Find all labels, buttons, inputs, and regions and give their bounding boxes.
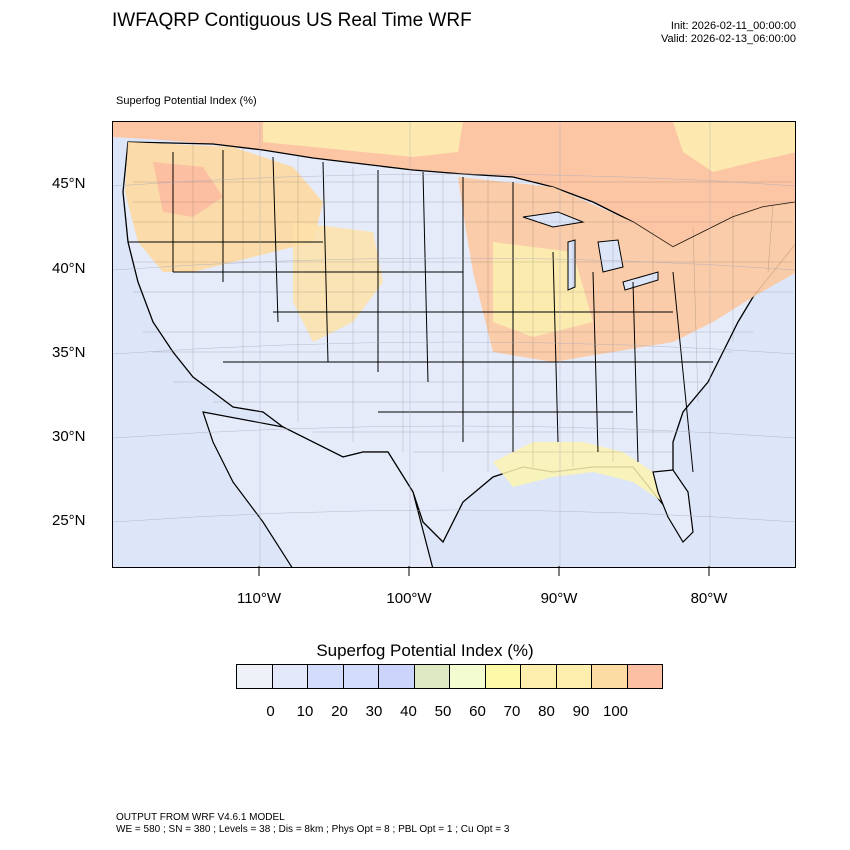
colorbar-tick-label: 50 [434, 703, 452, 720]
colorbar-tick-label: 70 [503, 703, 521, 720]
county-boundaries [133, 142, 793, 472]
colorbar-tick-label: 60 [469, 703, 486, 720]
colorbar-swatch [484, 664, 521, 689]
canada-band [263, 122, 463, 157]
colorbar-swatch [520, 664, 557, 689]
colorbar-swatch [591, 664, 628, 689]
colorbar-swatch [413, 664, 450, 689]
lon-label-80w: 80°W [690, 590, 728, 607]
lat-label-45: 45°N [52, 175, 86, 192]
lake-michigan [567, 239, 576, 291]
colorbar-swatch [236, 664, 273, 689]
field-label: Superfog Potential Index (%) [116, 95, 257, 107]
colorbar-swatch [271, 664, 308, 689]
conus-map [112, 121, 796, 568]
init-time: Init: 2026-02-11_00:00:00 [670, 20, 796, 32]
colorbar-swatch [555, 664, 592, 689]
model-config-line: WE = 580 ; SN = 380 ; Levels = 38 ; Dis … [116, 824, 510, 835]
lat-label-30: 30°N [52, 428, 86, 445]
colorbar-swatch [378, 664, 415, 689]
lon-label-90w: 90°W [540, 590, 578, 607]
colorbar-tick-label: 40 [400, 703, 417, 720]
colorbar-tick-label: 10 [296, 703, 314, 720]
colorbar-tick-label: 90 [572, 703, 590, 720]
nw-very-high [153, 162, 223, 217]
valid-time: Valid: 2026-02-13_06:00:00 [661, 33, 796, 45]
colorbar-tick-label: 100 [602, 703, 629, 720]
state-boundaries [128, 150, 713, 473]
colorbar-swatch [626, 664, 663, 689]
colorbar-tick-label: 20 [331, 703, 348, 720]
mexico-land [202, 411, 434, 567]
lake-huron [597, 239, 624, 273]
lon-ticks [258, 566, 710, 576]
lon-label-100w: 100°W [386, 590, 432, 607]
map-svg [113, 122, 795, 567]
model-output-line: OUTPUT FROM WRF V4.6.1 MODEL [116, 812, 285, 823]
colorbar-title: Superfog Potential Index (%) [316, 641, 534, 660]
canada-band-east [673, 122, 795, 172]
colorbar-tick-label: 80 [538, 703, 555, 720]
lon-label-110w: 110°W [236, 590, 282, 607]
lat-label-40: 40°N [52, 260, 86, 277]
gulf-mid-region [493, 442, 663, 502]
colorbar-tick-label: 30 [365, 703, 383, 720]
colorbar [236, 664, 663, 689]
lat-label-35: 35°N [52, 344, 86, 361]
colorbar-swatch [307, 664, 344, 689]
lake-erie [622, 271, 659, 291]
florida [652, 469, 694, 543]
colorbar-swatch [449, 664, 486, 689]
lat-label-25: 25°N [52, 512, 86, 529]
graticule [113, 122, 795, 567]
plot-title: IWFAQRP Contiguous US Real Time WRF [112, 10, 472, 31]
colorbar-tick-label: 0 [266, 703, 275, 720]
colorbar-swatch [342, 664, 379, 689]
